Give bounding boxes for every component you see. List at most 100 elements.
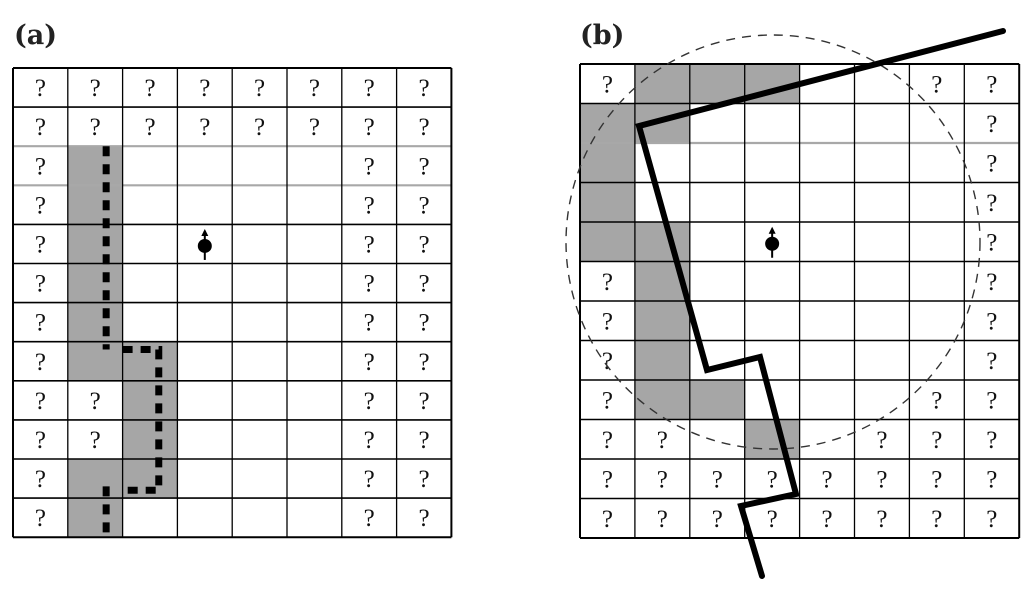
- unknown-cell-mark: ?: [712, 466, 723, 493]
- unknown-cell-mark: ?: [418, 75, 429, 102]
- unknown-cell-mark: ?: [986, 71, 997, 98]
- unknown-cell-mark: ?: [602, 387, 613, 414]
- unknown-cell-mark: ?: [986, 190, 997, 217]
- unknown-cell-mark: ?: [418, 349, 429, 376]
- occupied-cell: [67, 341, 123, 381]
- unknown-cell-mark: ?: [931, 466, 942, 493]
- unknown-cell-mark: ?: [35, 349, 46, 376]
- unknown-cell-mark: ?: [35, 310, 46, 337]
- unknown-cell-mark: ?: [90, 388, 101, 415]
- unknown-cell-mark: ?: [364, 75, 375, 102]
- unknown-cell-mark: ?: [931, 71, 942, 98]
- occupied-cell: [580, 103, 635, 143]
- unknown-cell-mark: ?: [35, 388, 46, 415]
- occupied-cell: [67, 185, 123, 225]
- unknown-cell-mark: ?: [90, 114, 101, 141]
- unknown-cell-mark: ?: [931, 387, 942, 414]
- unknown-cell-mark: ?: [35, 505, 46, 532]
- occupied-cell: [580, 222, 635, 262]
- occupied-cell: [67, 302, 123, 342]
- unknown-cell-mark: ?: [418, 192, 429, 219]
- unknown-cell-mark: ?: [364, 310, 375, 337]
- unknown-cell-mark: ?: [602, 466, 613, 493]
- unknown-cell-mark: ?: [602, 348, 613, 375]
- unknown-cell-mark: ?: [931, 506, 942, 533]
- unknown-cell-mark: ?: [986, 229, 997, 256]
- occupied-cell: [634, 64, 690, 104]
- unknown-cell-mark: ?: [364, 153, 375, 180]
- occupied-cell: [634, 301, 690, 341]
- unknown-cell-mark: ?: [712, 506, 723, 533]
- unknown-cell-mark: ?: [418, 271, 429, 298]
- robot-icon: [197, 228, 212, 260]
- unknown-cell-mark: ?: [90, 427, 101, 454]
- occupied-cell: [580, 182, 635, 222]
- unknown-cell-mark: ?: [821, 466, 832, 493]
- unknown-cell-mark: ?: [986, 466, 997, 493]
- sensor-range-circle: [565, 34, 981, 450]
- occupied-cell: [634, 222, 690, 262]
- unknown-cell-mark: ?: [986, 150, 997, 177]
- unknown-cell-mark: ?: [876, 427, 887, 454]
- occupied-cell: [634, 340, 690, 380]
- unknown-cell-mark: ?: [931, 427, 942, 454]
- occupied-cell: [744, 419, 800, 459]
- unknown-cell-mark: ?: [35, 75, 46, 102]
- unknown-cell-mark: ?: [418, 505, 429, 532]
- unknown-cell-mark: ?: [35, 153, 46, 180]
- unknown-cell-mark: ?: [657, 427, 668, 454]
- unknown-cell-mark: ?: [821, 506, 832, 533]
- unknown-cell-mark: ?: [364, 505, 375, 532]
- unknown-cell-mark: ?: [309, 75, 320, 102]
- unknown-cell-mark: ?: [199, 114, 210, 141]
- unknown-cell-mark: ?: [364, 427, 375, 454]
- unknown-cell-mark: ?: [657, 466, 668, 493]
- occupied-cell: [67, 263, 123, 303]
- unknown-cell-mark: ?: [986, 308, 997, 335]
- unknown-cell-mark: ?: [364, 231, 375, 258]
- occupied-cell: [689, 380, 745, 420]
- unknown-cell-mark: ?: [986, 387, 997, 414]
- occupied-cell: [67, 224, 123, 264]
- unknown-cell-mark: ?: [418, 114, 429, 141]
- unknown-cell-mark: ?: [254, 75, 265, 102]
- occupied-cell: [580, 143, 635, 183]
- unknown-cell-mark: ?: [144, 114, 155, 141]
- unknown-cell-mark: ?: [767, 506, 778, 533]
- unknown-cell-mark: ?: [986, 111, 997, 138]
- obstacle-boundary-line: [635, 28, 1006, 579]
- panel-b-label: (b): [580, 20, 625, 51]
- unknown-cell-mark: ?: [657, 506, 668, 533]
- unknown-cell-mark: ?: [418, 388, 429, 415]
- unknown-cell-mark: ?: [35, 192, 46, 219]
- obstacle-boundary-dotted: [122, 346, 163, 494]
- unknown-cell-mark: ?: [35, 271, 46, 298]
- unknown-cell-mark: ?: [876, 506, 887, 533]
- unknown-cell-mark: ?: [90, 75, 101, 102]
- unknown-cell-mark: ?: [876, 466, 887, 493]
- robot-icon: [765, 226, 780, 258]
- occupied-cell: [67, 498, 123, 538]
- unknown-cell-mark: ?: [418, 153, 429, 180]
- unknown-cell-mark: ?: [144, 75, 155, 102]
- occupied-cell: [67, 459, 123, 499]
- unknown-cell-mark: ?: [254, 114, 265, 141]
- unknown-cell-mark: ?: [35, 114, 46, 141]
- unknown-cell-mark: ?: [418, 310, 429, 337]
- unknown-cell-mark: ?: [364, 114, 375, 141]
- panel-a-label: (a): [14, 20, 58, 51]
- unknown-cell-mark: ?: [364, 466, 375, 493]
- unknown-cell-mark: ?: [986, 348, 997, 375]
- unknown-cell-mark: ?: [418, 427, 429, 454]
- unknown-cell-mark: ?: [364, 271, 375, 298]
- unknown-cell-mark: ?: [418, 466, 429, 493]
- unknown-cell-mark: ?: [364, 192, 375, 219]
- occupied-cell: [122, 380, 178, 420]
- occupied-cell: [67, 146, 123, 186]
- unknown-cell-mark: ?: [309, 114, 320, 141]
- unknown-cell-mark: ?: [418, 231, 429, 258]
- unknown-cell-mark: ?: [986, 269, 997, 296]
- unknown-cell-mark: ?: [602, 71, 613, 98]
